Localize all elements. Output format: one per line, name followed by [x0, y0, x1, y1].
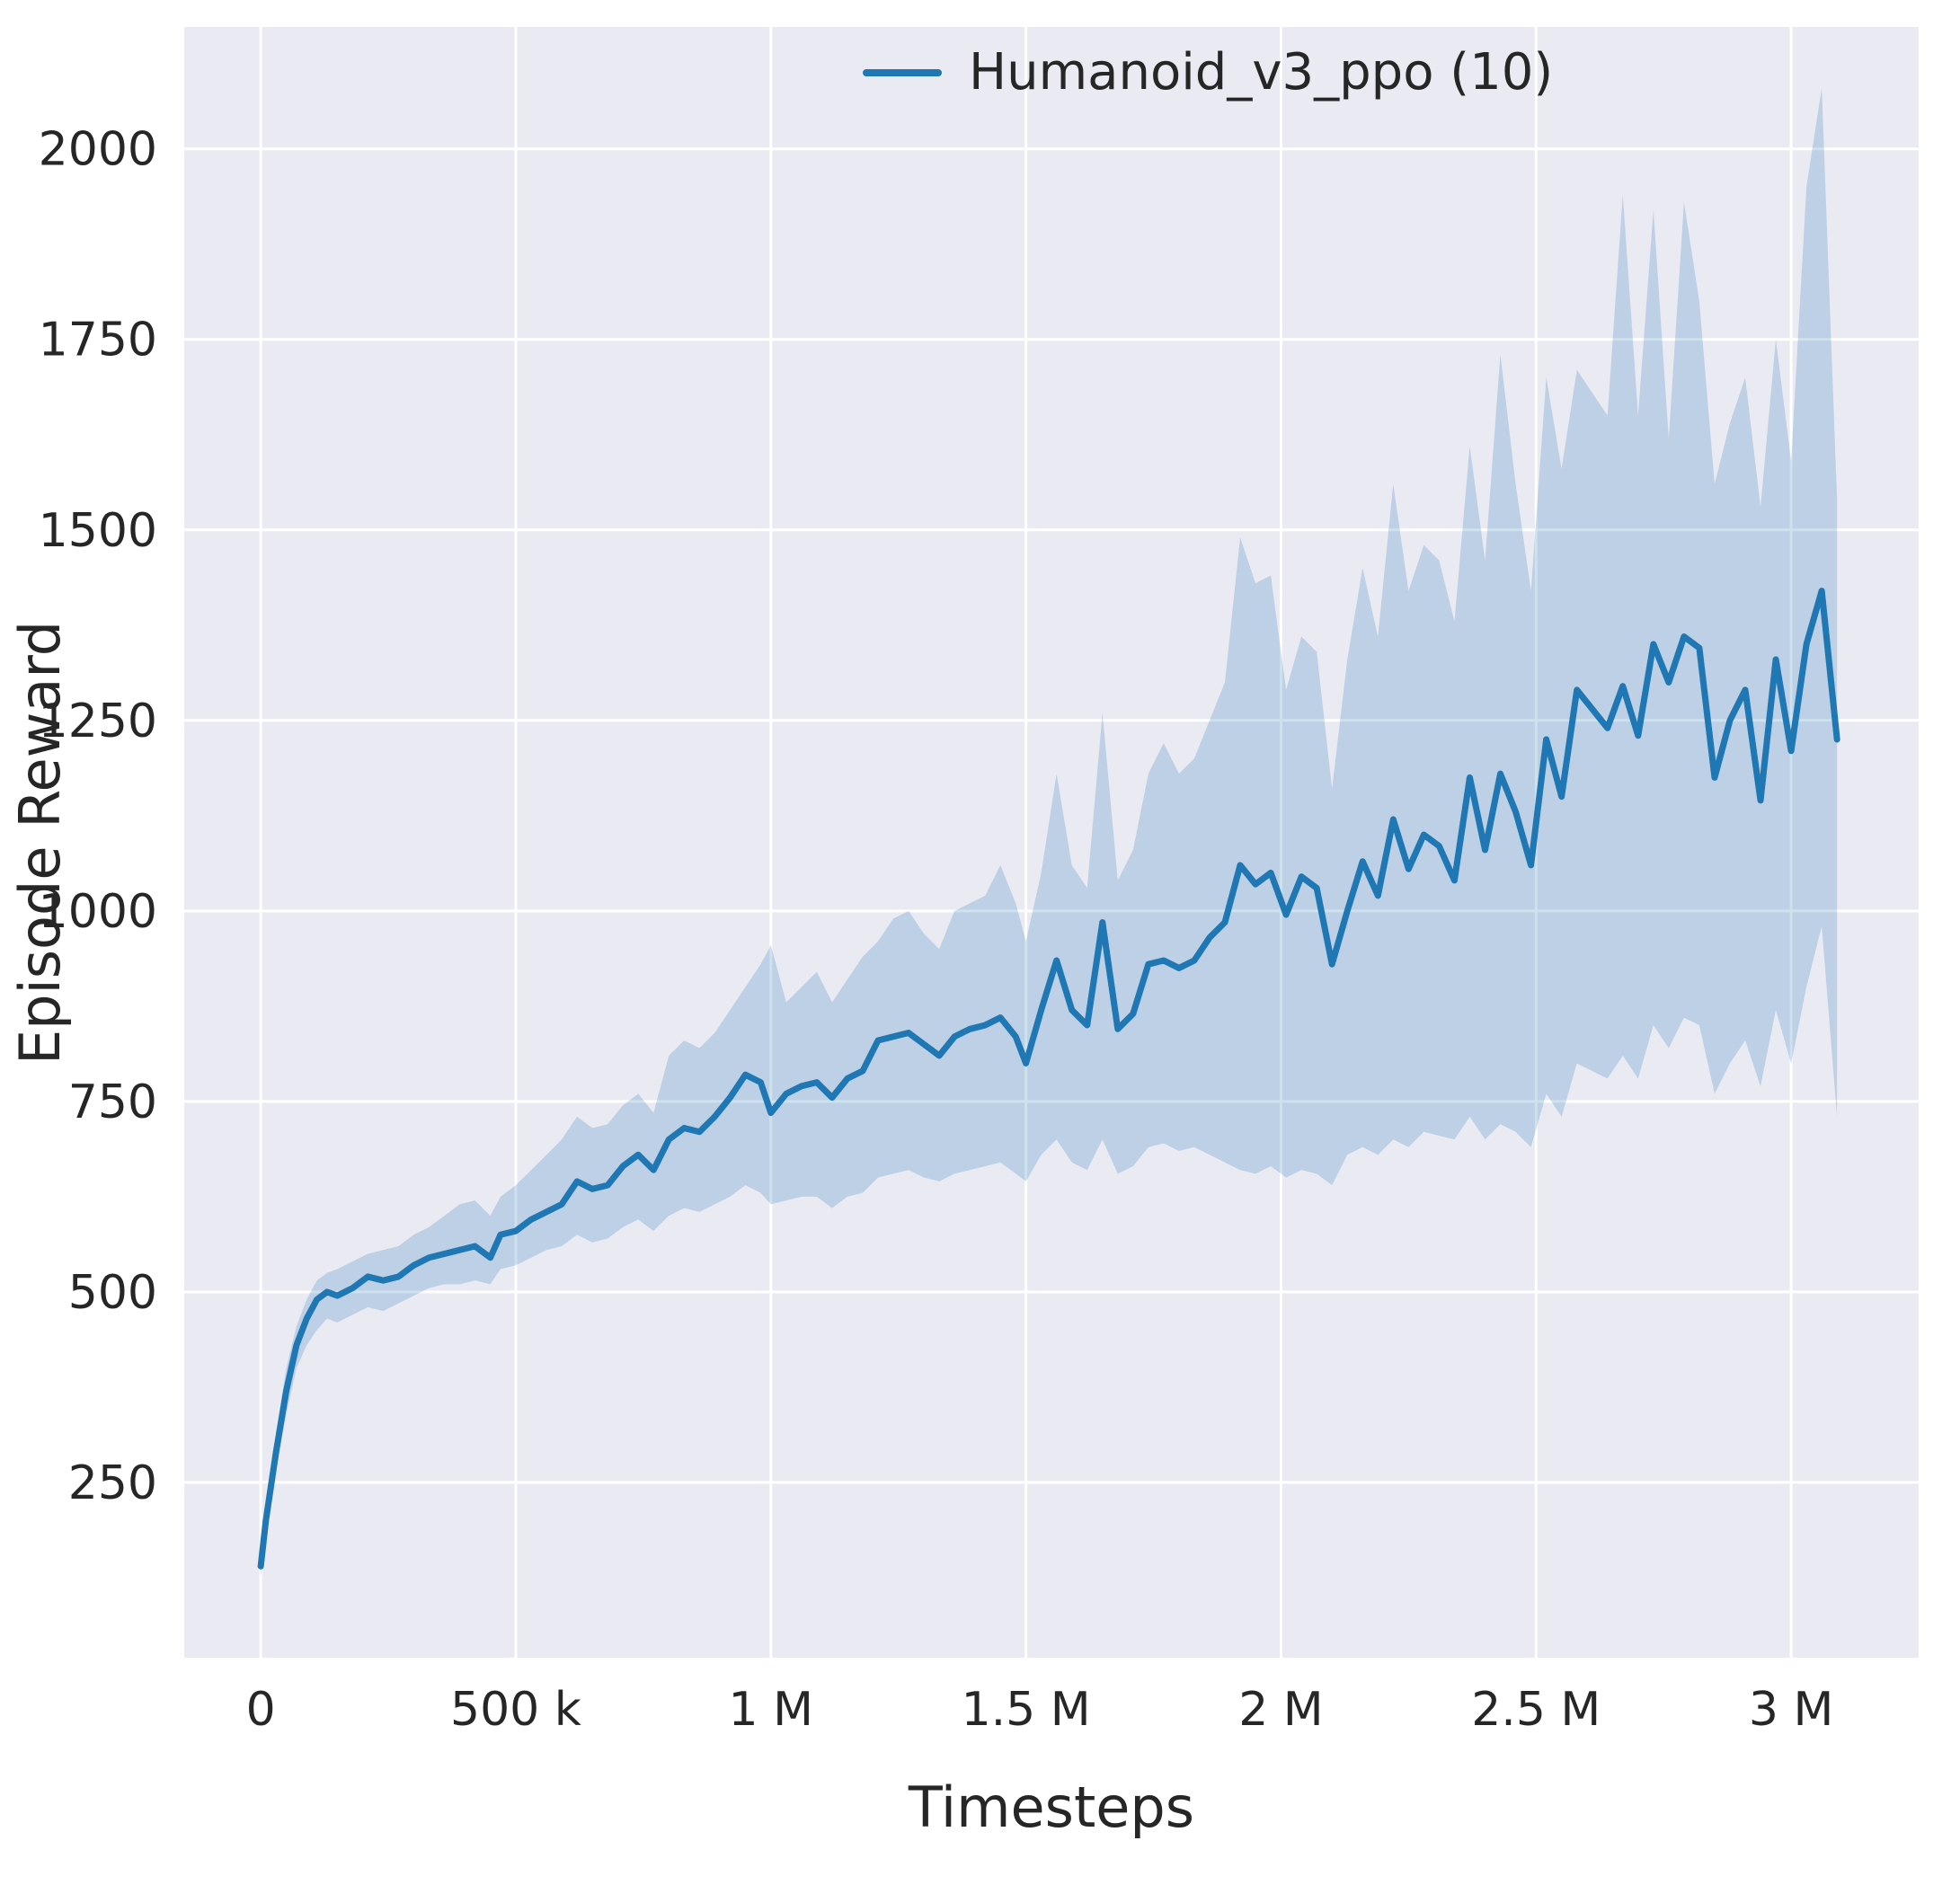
y-tick-label: 1750 [39, 314, 157, 367]
y-tick-label: 250 [68, 1456, 157, 1510]
y-tick-label: 1000 [39, 885, 157, 939]
y-tick-label: 1250 [39, 695, 157, 748]
x-tick-label: 2 M [1238, 1683, 1323, 1737]
x-tick-label: 2.5 M [1471, 1683, 1601, 1737]
legend-line-swatch [863, 68, 942, 76]
legend: Humanoid_v3_ppo (10) [863, 43, 1553, 102]
x-tick-label: 0 [246, 1683, 276, 1737]
x-tick-label: 1 M [729, 1683, 813, 1737]
x-tick-label: 3 M [1749, 1683, 1833, 1737]
confidence-band [261, 87, 1838, 1578]
y-tick-label: 2000 [39, 123, 157, 177]
x-axis-label: Timesteps [908, 1774, 1195, 1840]
x-tick-label: 1.5 M [962, 1683, 1091, 1737]
mean-line [257, 588, 1840, 1570]
y-tick-label: 750 [68, 1075, 157, 1129]
y-tick-label: 1500 [39, 504, 157, 558]
x-tick-label: 500 k [450, 1683, 581, 1737]
plot-background [184, 27, 1919, 1658]
y-axis-label: Episode Reward [7, 620, 73, 1065]
legend-label: Humanoid_v3_ppo (10) [969, 43, 1554, 102]
y-tick-label: 500 [68, 1266, 157, 1320]
